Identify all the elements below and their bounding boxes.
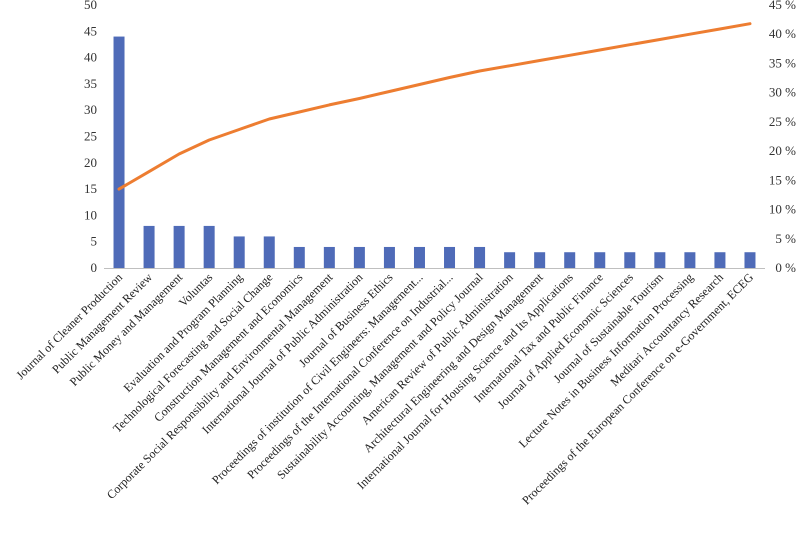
bar (624, 252, 636, 268)
left-y-tick-label: 40 (84, 50, 97, 65)
right-y-tick-label: 40 % (769, 26, 796, 41)
left-y-tick-label: 0 (91, 260, 98, 275)
right-y-tick-label: 0 % (775, 260, 796, 275)
cumulative-line (117, 22, 752, 191)
right-y-tick-label: 35 % (769, 55, 796, 70)
right-y-tick-label: 30 % (769, 85, 796, 100)
bar (173, 225, 185, 268)
right-y-tick-label: 45 % (769, 0, 796, 12)
left-y-tick-label: 15 (84, 181, 97, 196)
bar (323, 246, 335, 268)
bar-series (113, 36, 756, 269)
left-y-tick-label: 50 (84, 0, 97, 12)
cumulative-line-series (117, 22, 752, 191)
right-y-tick-label: 25 % (769, 114, 796, 129)
right-y-tick-label: 10 % (769, 202, 796, 217)
bar (684, 252, 696, 268)
bar (744, 252, 756, 268)
bar (293, 246, 305, 268)
left-y-tick-label: 45 (84, 23, 97, 38)
left-y-tick-label: 30 (84, 102, 97, 117)
right-y-tick-label: 20 % (769, 143, 796, 158)
bar (263, 236, 275, 268)
bar (594, 252, 606, 268)
bar (714, 252, 726, 268)
left-y-tick-label: 20 (84, 155, 97, 170)
bar (564, 252, 576, 268)
bar (203, 225, 215, 268)
bar (383, 246, 395, 268)
bar (413, 246, 425, 268)
right-y-tick-label: 15 % (769, 172, 796, 187)
left-y-tick-label: 10 (84, 207, 97, 222)
bar (654, 252, 666, 268)
right-y-axis: 0 % 5 % 10 % 15 % 20 % 25 % 30 % 35 % 40 % 45 % (769, 0, 796, 275)
bar (113, 36, 125, 269)
bar (444, 246, 456, 268)
bar (504, 252, 516, 268)
bar (474, 246, 486, 268)
left-y-tick-label: 25 (84, 129, 97, 144)
bar (353, 246, 365, 268)
left-y-axis: 0 5 10 15 20 25 30 35 40 45 50 (84, 0, 97, 275)
bar (233, 236, 245, 268)
left-y-tick-label: 5 (91, 234, 98, 249)
bar (534, 252, 546, 268)
bar (143, 225, 155, 268)
right-y-tick-label: 5 % (775, 231, 796, 246)
left-y-tick-label: 35 (84, 76, 97, 91)
